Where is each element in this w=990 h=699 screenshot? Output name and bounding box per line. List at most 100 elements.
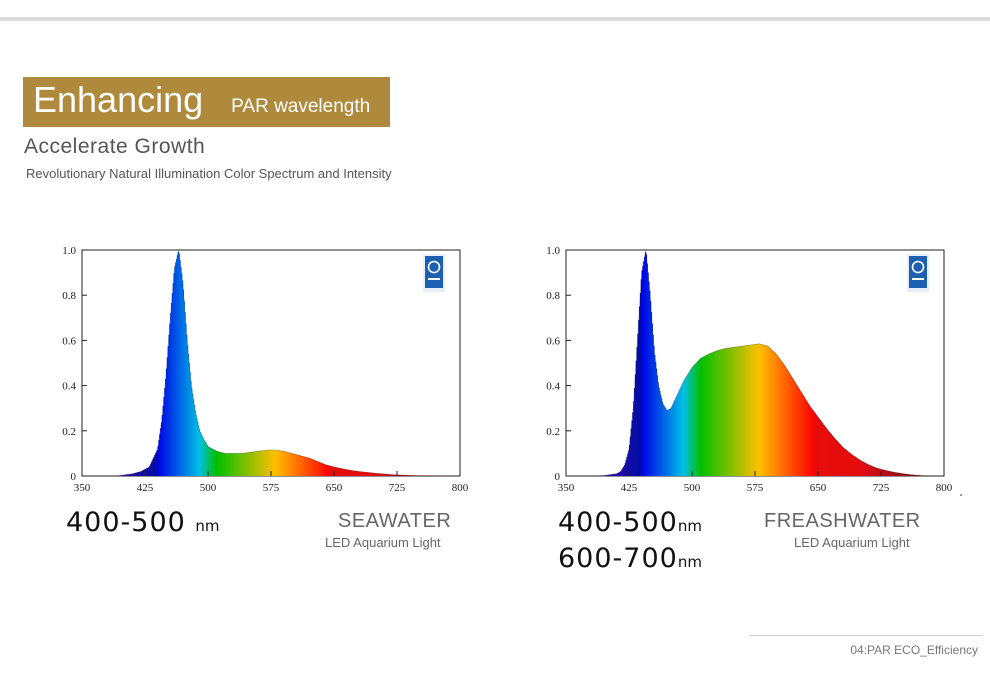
spectrum-band [310, 458, 312, 476]
spectrum-band [634, 387, 636, 476]
spectrum-band [902, 473, 905, 476]
spectrum-band [203, 440, 206, 476]
spectrum-band [634, 374, 637, 476]
decorative-dot [960, 494, 962, 496]
spectrum-band [770, 348, 772, 476]
spectrum-band [171, 292, 174, 476]
spectrum-band [621, 469, 623, 476]
spectrum-band [816, 415, 818, 476]
spectrum-band [134, 472, 137, 476]
spectrum-band [624, 463, 627, 476]
spectrum-band [755, 344, 758, 476]
spectrum-band [393, 474, 395, 476]
spectrum-band [673, 401, 675, 476]
spectrum-band [606, 475, 608, 476]
spectrum-band [362, 471, 364, 476]
spectrum-band [285, 451, 287, 476]
spectrum-band [644, 256, 646, 476]
spectrum-band [853, 455, 855, 476]
spectrum-band [865, 463, 867, 476]
spectrum-band [647, 272, 649, 476]
spectrum-band [160, 428, 162, 476]
spectrum-band [221, 452, 223, 476]
spectrum-band [213, 450, 216, 476]
spectrum-band [256, 451, 258, 476]
spectrum-band [296, 454, 298, 476]
spectrum-band [297, 455, 300, 476]
spectrum-band [860, 460, 862, 476]
spectrum-band [303, 456, 305, 476]
spectrum-band [149, 466, 151, 476]
spectrum-band [824, 426, 826, 476]
spectrum-band [157, 445, 159, 476]
spectrum-band [251, 451, 253, 476]
spectrum-band [836, 440, 838, 476]
spectrum-band [638, 320, 640, 476]
spectrum-band [121, 475, 123, 476]
spectrum-band [730, 347, 732, 476]
spectrum-band [608, 474, 611, 476]
wavelength-range: 400-500nm [558, 507, 702, 538]
spectrum-band [837, 441, 839, 476]
spectrum-band [311, 459, 313, 476]
spectrum-band [796, 384, 798, 476]
spectrum-band [302, 456, 305, 476]
spectrum-band [402, 475, 405, 476]
spectrum-band [229, 453, 232, 476]
spectrum-band [907, 474, 909, 476]
x-tick-label: 650 [810, 482, 827, 494]
spectrum-band [304, 456, 306, 476]
spectrum-band [649, 290, 651, 476]
spectrum-band [202, 437, 204, 476]
spectrum-band [349, 470, 352, 476]
spectrum-band [407, 475, 409, 476]
spectrum-band [719, 349, 721, 476]
spectrum-band [379, 473, 381, 476]
spectrum-band [349, 470, 351, 476]
spectrum-band [171, 302, 173, 476]
spectrum-band [907, 474, 910, 476]
spectrum-band [286, 452, 289, 476]
spectrum-band [715, 351, 717, 476]
spectrum-band [827, 430, 829, 476]
spectrum-band [765, 345, 767, 476]
spectrum-band [250, 452, 252, 476]
spectrum-band [874, 467, 876, 476]
spectrum-band [187, 353, 190, 476]
spectrum-band [298, 455, 300, 476]
spectrum-band [323, 463, 325, 476]
chart-canvas: 0 0.2 0.4 0.6 0.8 1.0 350 425 500 575 650 725 800 [546, 245, 953, 494]
spectrum-band [740, 346, 742, 476]
spectrum-band [353, 470, 355, 476]
spectrum-band [829, 433, 831, 476]
spectrum-band [377, 473, 379, 476]
spectrum-band [133, 473, 135, 476]
spectrum-band [380, 473, 382, 476]
spectrum-band [849, 453, 852, 476]
spectrum-band [196, 418, 198, 476]
spectrum-band [671, 405, 674, 476]
spectrum-band [154, 455, 156, 476]
spectrum-band [841, 446, 843, 476]
spectrum-band [192, 393, 194, 476]
spectrum-band [237, 453, 239, 476]
spectrum-band [875, 467, 877, 476]
spectrum-band [272, 450, 274, 476]
spectrum-band [383, 473, 385, 476]
x-tick-label: 500 [200, 482, 217, 494]
spectrum-band [211, 448, 213, 476]
spectrum-band [701, 357, 703, 476]
spectrum-band [129, 474, 132, 476]
spectrum-band [905, 474, 907, 476]
brand-logo-icon [423, 254, 445, 292]
spectrum-band [348, 469, 350, 476]
spectrum-band [152, 458, 154, 476]
spectrum-band [619, 471, 621, 476]
spectrum-band [218, 451, 220, 476]
spectrum-band [228, 453, 230, 476]
spectrum-band [891, 471, 893, 476]
spectrum-band [886, 470, 888, 476]
spectrum-band [155, 451, 158, 476]
spectrum-band [655, 368, 658, 476]
spectrum-band [916, 475, 918, 476]
